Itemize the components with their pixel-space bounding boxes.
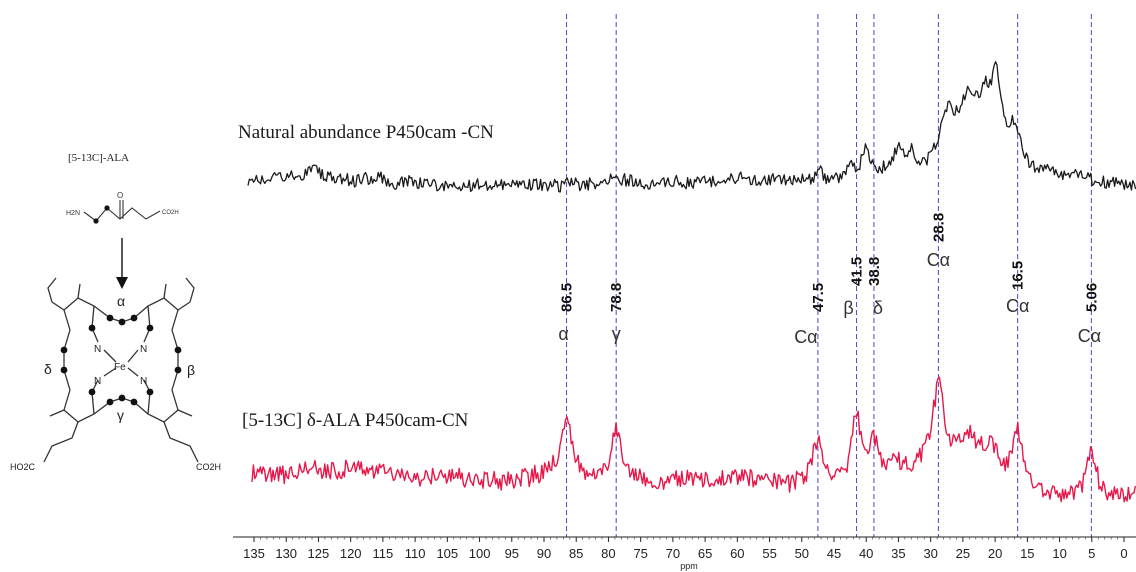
position-beta-label: β — [187, 362, 195, 378]
precursor-label: [5-13C]-ALA — [68, 152, 129, 164]
labelled-spectrum — [251, 376, 1136, 503]
ala-acid: CO2H — [162, 210, 179, 216]
peak-assignment-label: δ — [873, 298, 883, 318]
x-tick-label: 75 — [633, 546, 647, 561]
x-tick-label: 40 — [859, 546, 873, 561]
peak-assignment-label: Cα — [927, 250, 950, 270]
labelled-carbon — [60, 366, 68, 374]
labelled-carbon — [60, 346, 68, 354]
series-label-natural: Natural abundance P450cam -CN — [238, 122, 494, 143]
x-tick-label: 120 — [340, 546, 362, 561]
labelled-carbon — [106, 314, 114, 322]
ala-label-atom — [104, 205, 110, 211]
x-tick-label: 115 — [373, 546, 394, 561]
x-axis: ppm 135 130 125 120 115 110 105 100 95 90 85 80 75 70… — [233, 536, 1136, 571]
ala-oxygen: O — [117, 191, 123, 200]
peak-value-label: 16.5 — [1010, 261, 1027, 290]
position-delta-label: δ — [44, 361, 52, 377]
iron-label: Fe — [114, 362, 126, 373]
labelled-carbon — [118, 318, 126, 326]
peak-assignment-label: α — [558, 324, 568, 344]
x-tick-label: 105 — [436, 546, 458, 561]
x-tick-label: 15 — [1020, 546, 1034, 561]
natural-abundance-spectrum — [247, 61, 1136, 193]
molecule-diagram: [5-13C]-ALA O H2N CO2H — [10, 152, 221, 472]
labelled-carbon — [174, 366, 182, 374]
peak-value-label: 38.8 — [866, 257, 883, 286]
labelled-carbon — [146, 324, 154, 332]
x-tick-label: 80 — [601, 546, 615, 561]
x-tick-label: 60 — [730, 546, 744, 561]
x-tick-label: 70 — [666, 546, 680, 561]
peak-value-label: 28.8 — [930, 213, 947, 242]
labelled-carbon — [88, 324, 96, 332]
labelled-carbon — [118, 394, 126, 402]
x-tick-label: 100 — [469, 546, 491, 561]
labelled-carbon — [88, 388, 96, 396]
x-tick-label: 45 — [827, 546, 841, 561]
x-tick-label: 95 — [505, 546, 519, 561]
ala-amine: H2N — [66, 210, 80, 217]
x-tick-label: 30 — [923, 546, 937, 561]
x-tick-label: 55 — [762, 546, 776, 561]
series-labels: Natural abundance P450cam -CN [5-13C] δ-… — [238, 122, 494, 431]
labelled-carbon — [106, 398, 114, 406]
x-tick-label: 85 — [569, 546, 583, 561]
x-tick-label: 25 — [956, 546, 970, 561]
x-tick-label: 135 — [243, 546, 265, 561]
x-axis-label: ppm — [680, 561, 698, 571]
position-alpha-label: α — [117, 293, 125, 309]
x-tick-label: 35 — [891, 546, 905, 561]
spectra — [247, 61, 1136, 503]
x-tick-label: 125 — [308, 546, 330, 561]
acid-right-label: CO2H — [196, 462, 221, 472]
x-tick-label: 130 — [275, 546, 297, 561]
peak-assignment-label: β — [843, 298, 853, 318]
ala-label-atom — [93, 218, 99, 224]
labelled-carbon — [174, 346, 182, 354]
nitrogen-label: N — [140, 376, 147, 387]
peak-value-label: 78.8 — [608, 283, 625, 312]
series-label-labelled: [5-13C] δ-ALA P450cam-CN — [242, 410, 469, 431]
labelled-carbons — [60, 314, 182, 406]
nitrogen-label: N — [94, 376, 101, 387]
ala-structure — [83, 200, 161, 222]
peak-assignment-label: Cα — [1006, 296, 1029, 316]
position-gamma-label: γ — [117, 407, 124, 423]
x-tick-label: 10 — [1052, 546, 1066, 561]
peak-assignment-label: Cα — [1078, 326, 1101, 346]
labelled-carbon — [130, 398, 138, 406]
x-tick-label: 65 — [698, 546, 712, 561]
peak-value-label: 47.5 — [810, 283, 827, 312]
peak-assignment-label: γ — [612, 324, 621, 344]
peak-assignment-label: Cα — [794, 327, 817, 347]
labelled-carbon — [146, 388, 154, 396]
x-tick-label: 5 — [1088, 546, 1095, 561]
peak-value-label: 86.5 — [559, 283, 576, 312]
x-tick-label: 0 — [1120, 546, 1127, 561]
nitrogen-label: N — [94, 344, 101, 355]
peak-value-label: 5.06 — [1083, 283, 1100, 312]
peak-value-label: 41.5 — [849, 257, 866, 286]
nitrogen-label: N — [140, 344, 147, 355]
x-tick-label: 90 — [537, 546, 551, 561]
peak-labels: 86.5 α 78.8 γ 47.5 Cα 41.5 β 38.8 δ 28.8 Cα 16.5 Cα 5.… — [558, 213, 1101, 347]
x-tick-label: 50 — [795, 546, 809, 561]
x-tick-label: 110 — [405, 546, 426, 561]
labelled-carbon — [130, 314, 138, 322]
arrow-head-icon — [116, 277, 128, 289]
x-tick-label: 20 — [988, 546, 1002, 561]
acid-left-label: HO2C — [10, 462, 36, 472]
